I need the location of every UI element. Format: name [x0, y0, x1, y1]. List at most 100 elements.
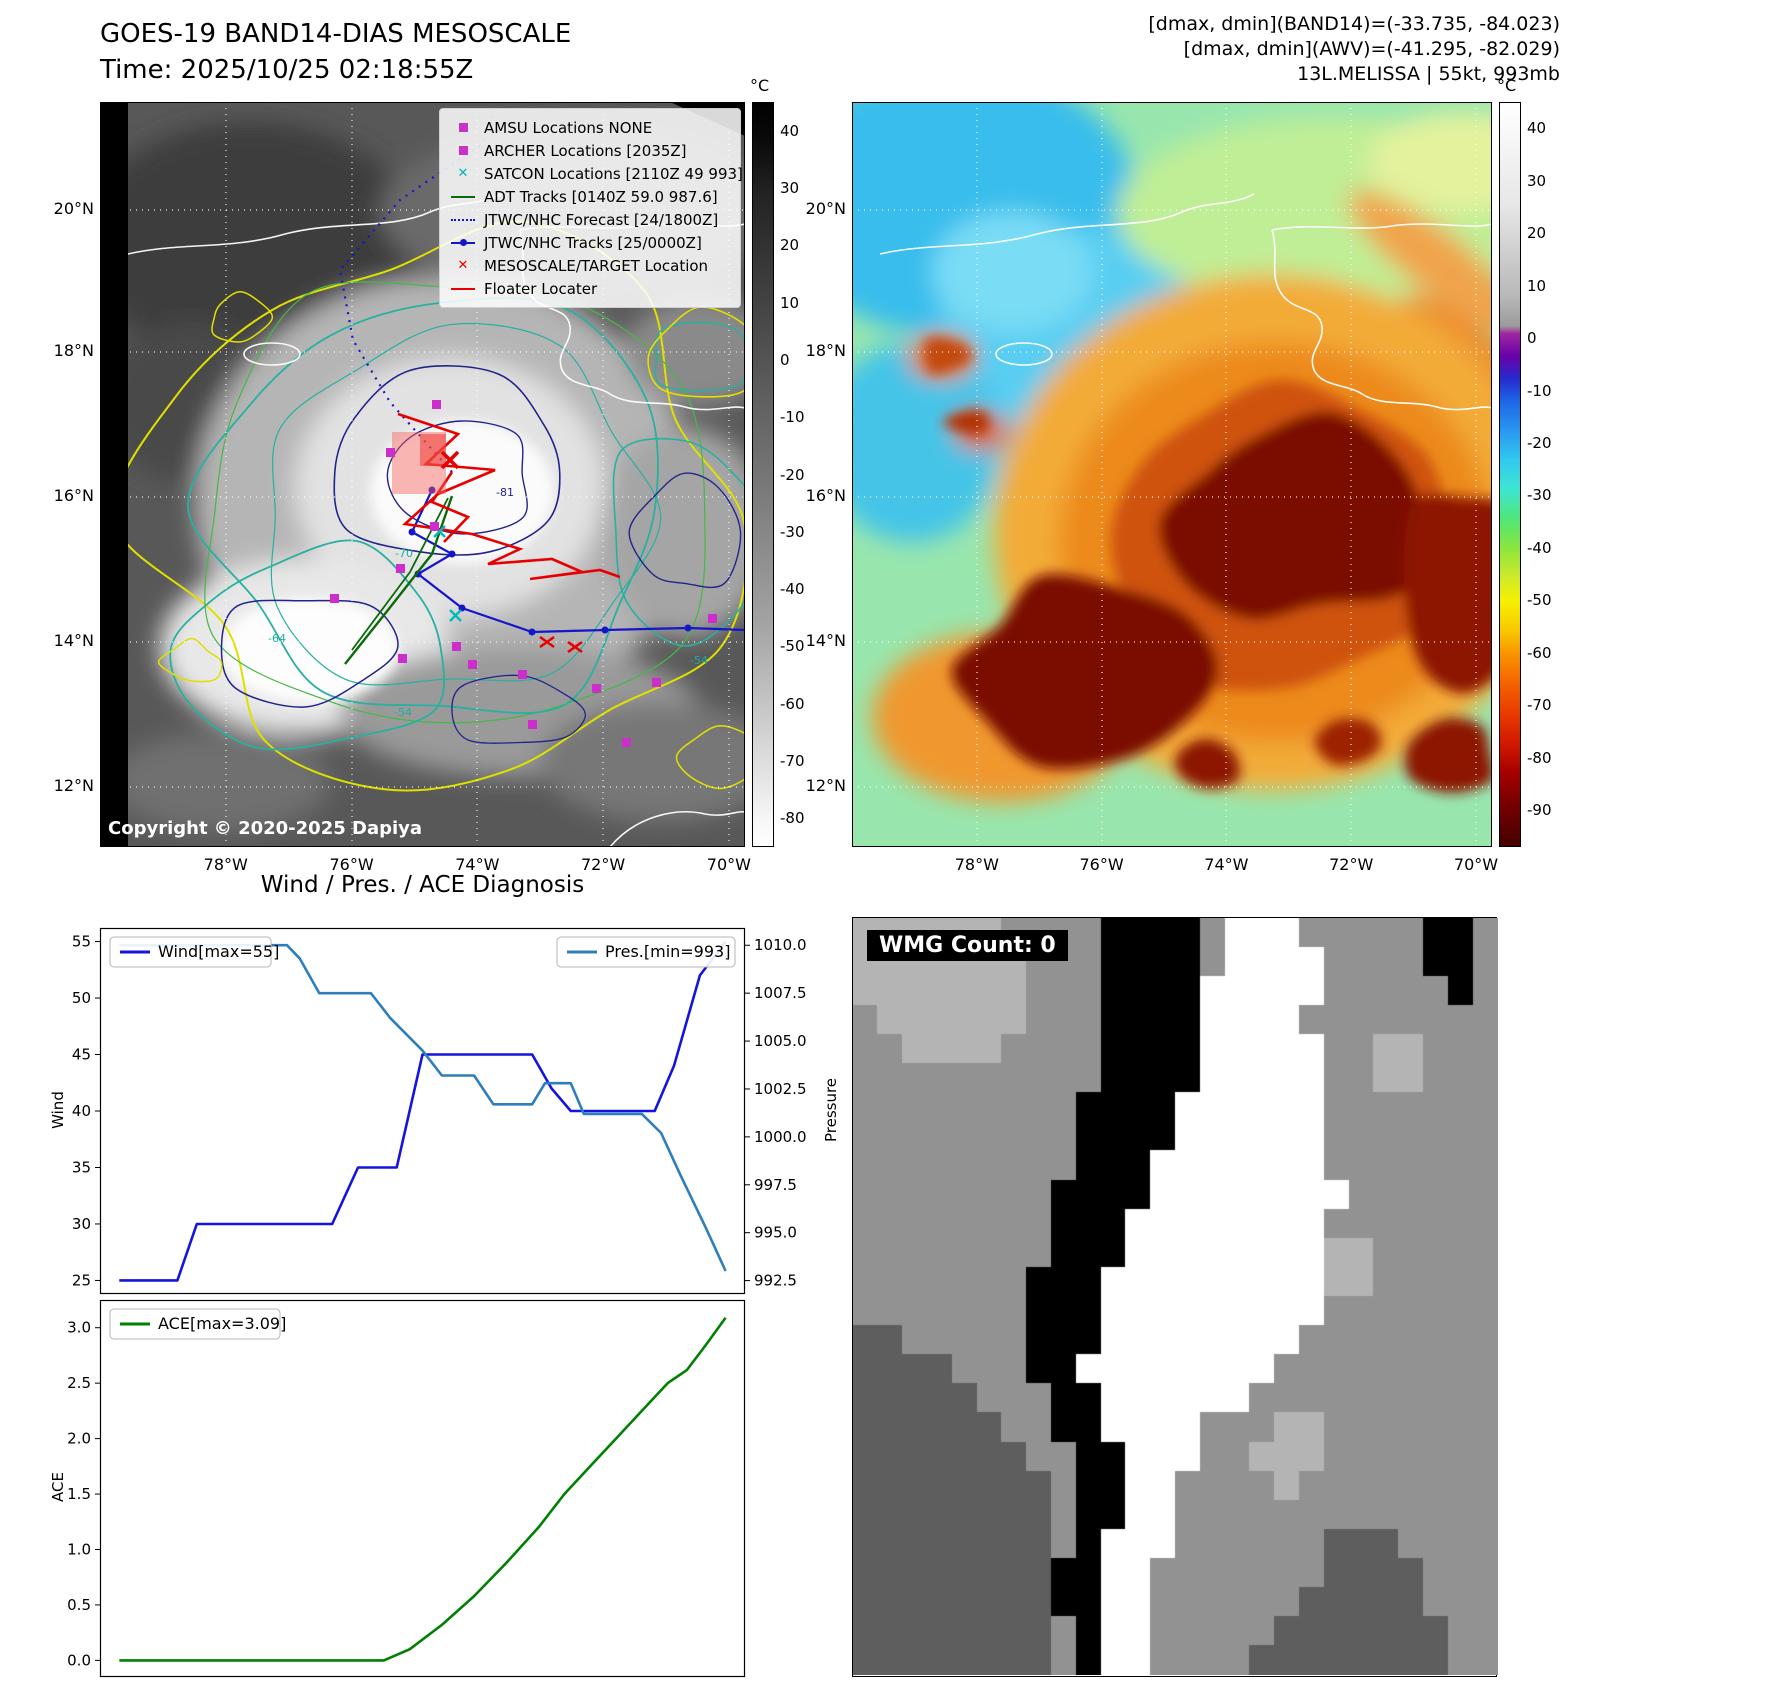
lat-tick-label: 14°N	[805, 631, 846, 651]
svg-text:997.5: 997.5	[754, 1176, 797, 1194]
colorbar-tick-label: -80	[1527, 748, 1552, 767]
lat-tick-label: 18°N	[805, 340, 846, 360]
colorbar-tick-label: 10	[1527, 276, 1547, 295]
lat-tick-label: 12°N	[53, 776, 94, 796]
lon-tick-label: 76°W	[1079, 855, 1124, 874]
latlon-grid	[852, 102, 1492, 847]
adt-track-line	[344, 495, 454, 665]
svg-text:25: 25	[72, 1271, 91, 1289]
svg-text:1.5: 1.5	[67, 1485, 91, 1503]
colorbar-tick-label: -20	[780, 465, 805, 484]
svg-text:ACE[max=3.09]: ACE[max=3.09]	[158, 1314, 286, 1333]
colorbar-tick-label: 40	[780, 121, 800, 140]
scan-edge-black	[100, 102, 128, 847]
legend-item: AMSU Locations NONE	[450, 116, 730, 139]
series-Wind[max=55]	[119, 940, 727, 1282]
band14-map-panel: -81 -70 -64 -54 -54 AMSU Locations NONE A…	[54, 102, 751, 874]
svg-text:1002.5: 1002.5	[754, 1080, 807, 1098]
band14-colorbar: °C 40 30 20 10 0 -10 -20 -30 -40 -50 -60 -70 -80	[750, 76, 805, 847]
x-legend-marker: ✕	[457, 258, 469, 273]
lat-tick-label: 14°N	[53, 631, 94, 651]
storm-id-text: 13L.MELISSA | 55kt, 993mb	[1297, 63, 1560, 85]
legend-label: ARCHER Locations [2035Z]	[484, 141, 687, 160]
legend-label: JTWC/NHC Forecast [24/1800Z]	[484, 210, 719, 229]
target-x-marker	[440, 450, 460, 470]
lat-tick-label: 16°N	[805, 485, 846, 505]
legend-label: ADT Tracks [0140Z 59.0 987.6]	[484, 187, 718, 206]
lon-tick-label: 72°W	[1329, 855, 1374, 874]
wmg-panel: WMG Count: 0	[852, 917, 1498, 1677]
storm-stats-block: [dmax, dmin](BAND14)=(-33.735, -84.023) …	[1000, 12, 1560, 87]
colorbar-tick-label: -60	[1527, 643, 1552, 662]
band14-colorbar-gradient	[752, 102, 774, 847]
pressure-axis-label: Pressure	[822, 1077, 840, 1143]
svg-text:-54: -54	[394, 706, 412, 719]
chart-legend: ACE[max=3.09]	[109, 1308, 286, 1340]
svg-text:3.0: 3.0	[67, 1319, 91, 1337]
legend-label: AMSU Locations NONE	[484, 118, 653, 137]
x-legend-marker: ✕	[457, 166, 469, 181]
svg-text:2.0: 2.0	[67, 1430, 91, 1448]
svg-text:1007.5: 1007.5	[754, 984, 807, 1002]
lon-tick-label: 74°W	[455, 855, 500, 874]
ace-axis-label: ACE	[49, 1472, 67, 1502]
lon-tick-label: 74°W	[1204, 855, 1249, 874]
svg-text:1.0: 1.0	[67, 1540, 91, 1558]
lon-tick-label: 72°W	[581, 855, 626, 874]
timestamp: Time: 2025/10/25 02:18:55Z	[100, 55, 474, 85]
awv-colorbar-gradient	[1499, 102, 1521, 847]
legend-label: JTWC/NHC Tracks [25/0000Z]	[484, 233, 702, 252]
colorbar-tick-label: -30	[780, 522, 805, 541]
ace-chart: 0.0 0.5 1.0 1.5 2.0 2.5 3.0 ACE[max=3.09]	[67, 1299, 746, 1678]
colorbar-tick-label: -50	[780, 637, 805, 656]
line-legend-marker	[450, 287, 476, 290]
colorbar-tick-label: -20	[1527, 434, 1552, 453]
copyright-text: Copyright © 2020-2025 Dapiya	[108, 818, 423, 839]
legend-item: ARCHER Locations [2035Z]	[450, 139, 730, 162]
legend-item: ✕ SATCON Locations [2110Z 49 993]	[450, 162, 743, 185]
svg-text:1005.0: 1005.0	[754, 1032, 807, 1050]
lat-tick-label: 20°N	[805, 199, 846, 219]
chart-legend: Pres.[min=993]	[556, 936, 736, 968]
diagnosis-title: Wind / Pres. / ACE Diagnosis	[260, 872, 585, 898]
svg-text:35: 35	[72, 1158, 91, 1176]
legend-label: SATCON Locations [2110Z 49 993]	[484, 164, 743, 183]
colorbar-tick-label: -40	[1527, 538, 1552, 557]
dmax-awv-text: [dmax, dmin](AWV)=(-41.295, -82.029)	[1183, 38, 1560, 60]
colorbar-unit: °C	[750, 76, 770, 95]
lat-tick-label: 12°N	[805, 776, 846, 796]
colorbar-tick-label: 10	[780, 293, 800, 312]
svg-text:1010.0: 1010.0	[754, 936, 807, 954]
wmg-count-badge: WMG Count: 0	[867, 930, 1068, 961]
colorbar-tick-label: 30	[780, 178, 800, 197]
svg-text:-54: -54	[690, 654, 708, 667]
dmax-band14-text: [dmax, dmin](BAND14)=(-33.735, -84.023)	[1148, 13, 1560, 35]
lat-tick-label: 18°N	[53, 340, 94, 360]
legend-item: Floater Locater	[450, 277, 730, 300]
colorbar-tick-label: -50	[1527, 591, 1552, 610]
legend-item: ✕ MESOSCALE/TARGET Location	[450, 254, 730, 277]
band14-title-block: GOES-19 BAND14-DIAS MESOSCALE Time: 2025…	[100, 16, 571, 88]
svg-text:-70: -70	[395, 547, 413, 560]
svg-text:2.5: 2.5	[67, 1374, 91, 1392]
latlon-grid	[100, 102, 745, 847]
svg-text:0.5: 0.5	[67, 1596, 91, 1614]
series-ACE[max=3.09]	[119, 1316, 727, 1662]
chart-legend: Wind[max=55]	[109, 936, 279, 968]
lon-tick-label: 78°W	[203, 855, 248, 874]
svg-text:-64: -64	[268, 632, 286, 645]
svg-text:995.0: 995.0	[754, 1224, 797, 1242]
dotted-line-legend-marker	[450, 218, 476, 221]
awv-map-panel: 20°N 18°N 16°N 14°N 12°N 78°W 76°W 74°W 72°W 70°W	[806, 102, 1498, 874]
lat-tick-label: 20°N	[53, 199, 94, 219]
svg-text:992.5: 992.5	[754, 1272, 797, 1290]
svg-text:55: 55	[72, 933, 91, 951]
map-legend: AMSU Locations NONE ARCHER Locations [203…	[439, 108, 743, 308]
colorbar-tick-label: 30	[1527, 171, 1547, 190]
awv-colorbar: °C 40 30 20 10 0 -10 -20 -30 -40 -50 -60 -70 -80 -90	[1497, 76, 1552, 847]
lon-tick-label: 70°W	[706, 855, 751, 874]
awv-satellite-image	[852, 102, 1492, 847]
colorbar-tick-label: 20	[780, 236, 800, 255]
colorbar-tick-label: -10	[780, 408, 805, 427]
lon-tick-label: 78°W	[954, 855, 999, 874]
